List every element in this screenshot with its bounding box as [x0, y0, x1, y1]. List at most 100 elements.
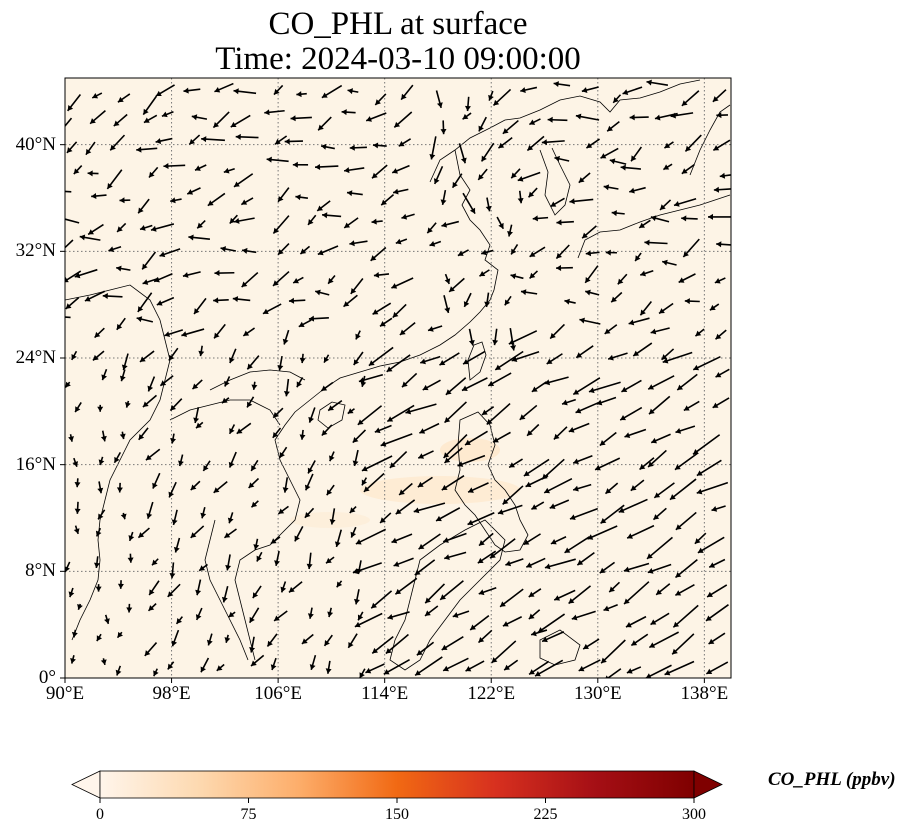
wind-arrow	[343, 167, 365, 174]
wind-arrow	[578, 659, 601, 672]
wind-arrow	[520, 289, 538, 296]
wind-arrow	[696, 459, 722, 477]
wind-arrow	[712, 139, 731, 152]
wind-arrow	[462, 350, 486, 365]
wind-arrow	[531, 381, 547, 393]
lon-tick-label: 106°E	[254, 683, 302, 704]
wind-arrow	[273, 610, 288, 622]
wind-arrow	[463, 292, 472, 308]
wind-arrow	[429, 240, 442, 247]
wind-arrow	[139, 224, 153, 231]
wind-arrow	[528, 588, 542, 598]
colorbar-gradient	[99, 770, 695, 799]
wind-arrow	[464, 96, 471, 112]
wind-arrow	[585, 138, 600, 149]
wind-arrow	[492, 431, 511, 443]
wind-arrow	[652, 507, 667, 521]
wind-arrow	[352, 429, 367, 444]
wind-arrow	[380, 433, 413, 447]
wind-arrow	[370, 246, 387, 262]
wind-arrow	[273, 84, 284, 96]
wind-arrow	[532, 215, 549, 222]
wind-arrow	[549, 323, 565, 340]
wind-arrow	[596, 396, 617, 406]
wind-arrow	[301, 633, 314, 645]
wind-arrow	[442, 657, 469, 672]
wind-arrow	[307, 607, 314, 619]
wind-arrow	[465, 660, 485, 672]
wind-arrow	[96, 633, 102, 642]
wind-arrow	[68, 587, 75, 598]
wind-arrow	[414, 559, 436, 576]
wind-arrow	[441, 636, 464, 651]
wind-arrow	[716, 241, 731, 248]
wind-arrow	[625, 615, 647, 628]
lon-tick-label: 114°E	[361, 683, 409, 704]
wind-arrow	[361, 477, 368, 486]
wind-arrow	[481, 406, 495, 416]
wind-arrow	[604, 324, 618, 335]
wind-arrow	[288, 581, 303, 593]
wind-arrow	[671, 633, 695, 655]
wind-arrow	[640, 270, 654, 277]
wind-arrow	[94, 327, 105, 339]
wind-arrow	[164, 329, 184, 338]
wind-arrow	[190, 525, 205, 539]
wind-arrow	[489, 538, 516, 559]
wind-arrow	[480, 142, 495, 162]
wind-arrow	[650, 612, 670, 626]
wind-arrow	[309, 654, 317, 671]
wind-arrow	[277, 505, 289, 515]
wind-arrow	[587, 525, 618, 540]
wind-arrow	[620, 164, 641, 171]
wind-arrow	[246, 355, 260, 370]
wind-arrow	[159, 375, 174, 387]
wind-arrow	[621, 379, 642, 393]
wind-arrow	[198, 563, 208, 572]
wind-arrow	[294, 525, 304, 542]
wind-arrow	[178, 454, 184, 467]
wind-arrow	[486, 402, 511, 426]
wind-arrow	[230, 114, 251, 128]
wind-arrow	[461, 377, 488, 392]
wind-arrow	[443, 401, 467, 424]
wind-arrow	[575, 113, 600, 121]
wind-arrow	[153, 272, 173, 283]
wind-arrow	[321, 424, 333, 437]
wind-arrow	[399, 322, 416, 336]
wind-arrow	[458, 143, 467, 164]
wind-arrow	[347, 633, 358, 649]
wind-arrow	[228, 611, 236, 618]
wind-arrow	[65, 270, 82, 283]
wind-arrow	[379, 317, 393, 327]
wind-arrow	[68, 434, 74, 442]
wind-arrow	[169, 562, 176, 579]
wind-arrow	[272, 215, 290, 235]
wind-arrow	[233, 173, 254, 188]
wind-arrow	[108, 246, 122, 253]
wind-arrow	[441, 475, 465, 491]
wind-arrow	[708, 558, 726, 568]
wind-arrow	[127, 553, 134, 563]
wind-arrow	[696, 481, 729, 495]
wind-arrow	[188, 234, 211, 241]
wind-arrow	[292, 276, 304, 284]
wind-arrow	[477, 168, 488, 181]
wind-arrow	[504, 295, 512, 306]
wind-arrow	[661, 259, 677, 266]
wind-arrow	[85, 141, 96, 156]
wind-arrow	[221, 397, 230, 404]
wind-arrow	[98, 456, 105, 466]
wind-arrow	[357, 611, 364, 621]
wind-arrow	[505, 558, 524, 567]
wind-arrow	[715, 368, 730, 378]
wind-arrow	[155, 84, 175, 97]
wind-arrow	[272, 407, 284, 419]
wind-arrow	[706, 584, 728, 598]
wind-arrow	[299, 353, 306, 364]
wind-arrow	[350, 278, 364, 295]
wind-arrow	[232, 296, 251, 303]
wind-arrow	[508, 330, 538, 345]
wind-arrow	[341, 109, 356, 116]
wind-arrow	[526, 135, 545, 152]
